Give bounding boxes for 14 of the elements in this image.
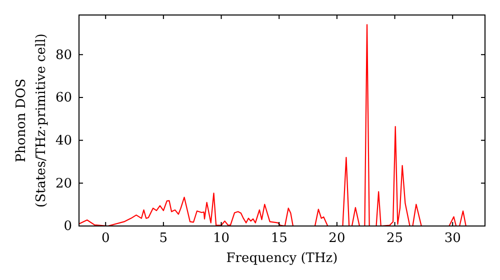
y-tick-label: 80 <box>55 48 72 63</box>
x-tick-label: 25 <box>386 231 404 246</box>
x-tick-label: 15 <box>270 231 288 246</box>
x-tick-label: 30 <box>444 231 461 246</box>
y-tick-label: 40 <box>55 133 72 148</box>
y-axis-title: Phonon DOS (States/THz·primitive cell) <box>14 33 49 208</box>
y-tick-label: 60 <box>55 90 72 106</box>
x-tick-label: 0 <box>101 231 110 246</box>
y-tick-label: 0 <box>64 219 72 234</box>
x-axis-title: Frequency (THz) <box>226 251 338 266</box>
y-tick-label: 20 <box>55 176 72 192</box>
x-tick-label: 10 <box>213 231 230 246</box>
x-tick-label: 20 <box>328 231 346 246</box>
x-tick-label: 5 <box>159 231 168 246</box>
